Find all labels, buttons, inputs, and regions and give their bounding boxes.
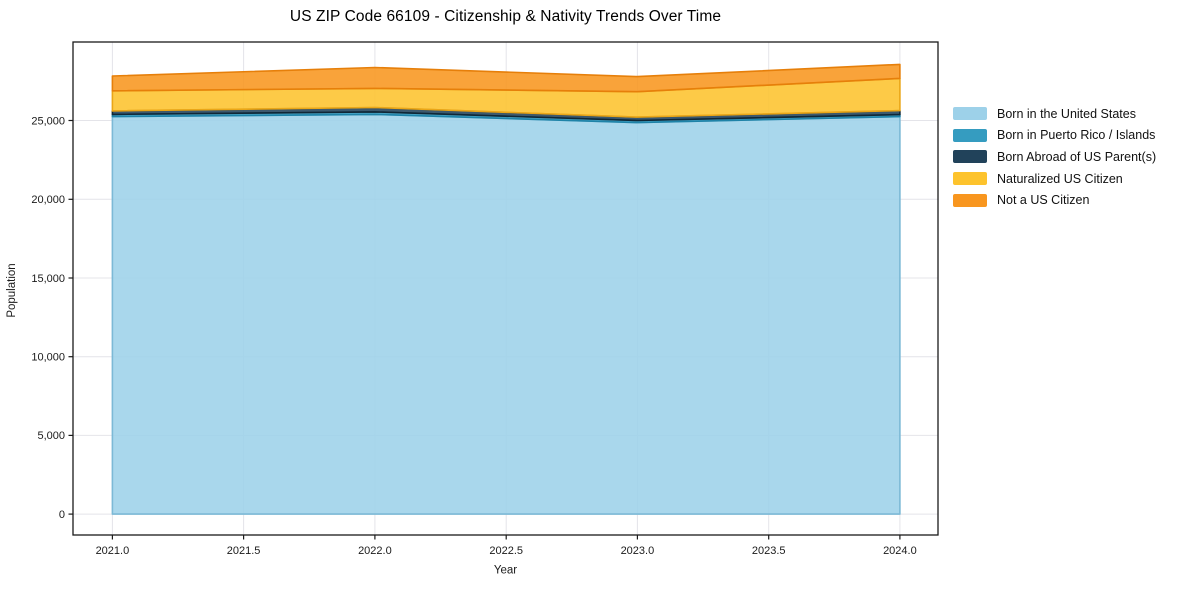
x-tick-label: 2024.0 — [883, 545, 917, 557]
legend-label: Born in Puerto Rico / Islands — [997, 128, 1156, 143]
x-tick-label: 2022.0 — [358, 545, 392, 557]
plot-border — [72, 41, 939, 536]
legend-item: Naturalized US Citizen — [953, 168, 1156, 190]
legend-label: Born in the United States — [997, 106, 1136, 121]
legend-swatch-icon — [953, 193, 987, 207]
x-tick-label: 2022.5 — [489, 545, 523, 557]
legend-swatch-icon — [953, 172, 987, 186]
legend: Born in the United States Born in Puerto … — [953, 103, 1156, 211]
legend-item: Born in Puerto Rico / Islands — [953, 125, 1156, 147]
area-layer — [111, 113, 901, 515]
x-tick-label: 2023.5 — [752, 545, 786, 557]
legend-swatch-icon — [953, 128, 987, 142]
legend-swatch-icon — [953, 150, 987, 164]
y-tick-label: 15,000 — [31, 273, 65, 285]
y-tick-label: 20,000 — [31, 194, 65, 206]
y-tick-label: 0 — [59, 509, 65, 521]
legend-swatch-icon — [953, 107, 987, 121]
x-axis-label: Year — [494, 565, 517, 577]
legend-item: Born Abroad of US Parent(s) — [953, 146, 1156, 168]
area-layer — [111, 63, 901, 93]
x-tick-label: 2021.0 — [96, 545, 130, 557]
chart-title: US ZIP Code 66109 - Citizenship & Nativi… — [289, 8, 722, 25]
x-tick-label: 2023.0 — [621, 545, 655, 557]
y-tick-label: 5,000 — [37, 430, 65, 442]
legend-item: Born in the United States — [953, 103, 1156, 125]
legend-label: Not a US Citizen — [997, 193, 1090, 208]
legend-label: Born Abroad of US Parent(s) — [997, 149, 1157, 164]
x-tick-label: 2021.5 — [227, 545, 261, 557]
legend-item: Not a US Citizen — [953, 189, 1156, 211]
legend-label: Naturalized US Citizen — [997, 171, 1123, 186]
y-axis-label: Population — [6, 263, 18, 317]
y-tick-label: 25,000 — [31, 115, 65, 127]
y-tick-label: 10,000 — [31, 352, 65, 364]
